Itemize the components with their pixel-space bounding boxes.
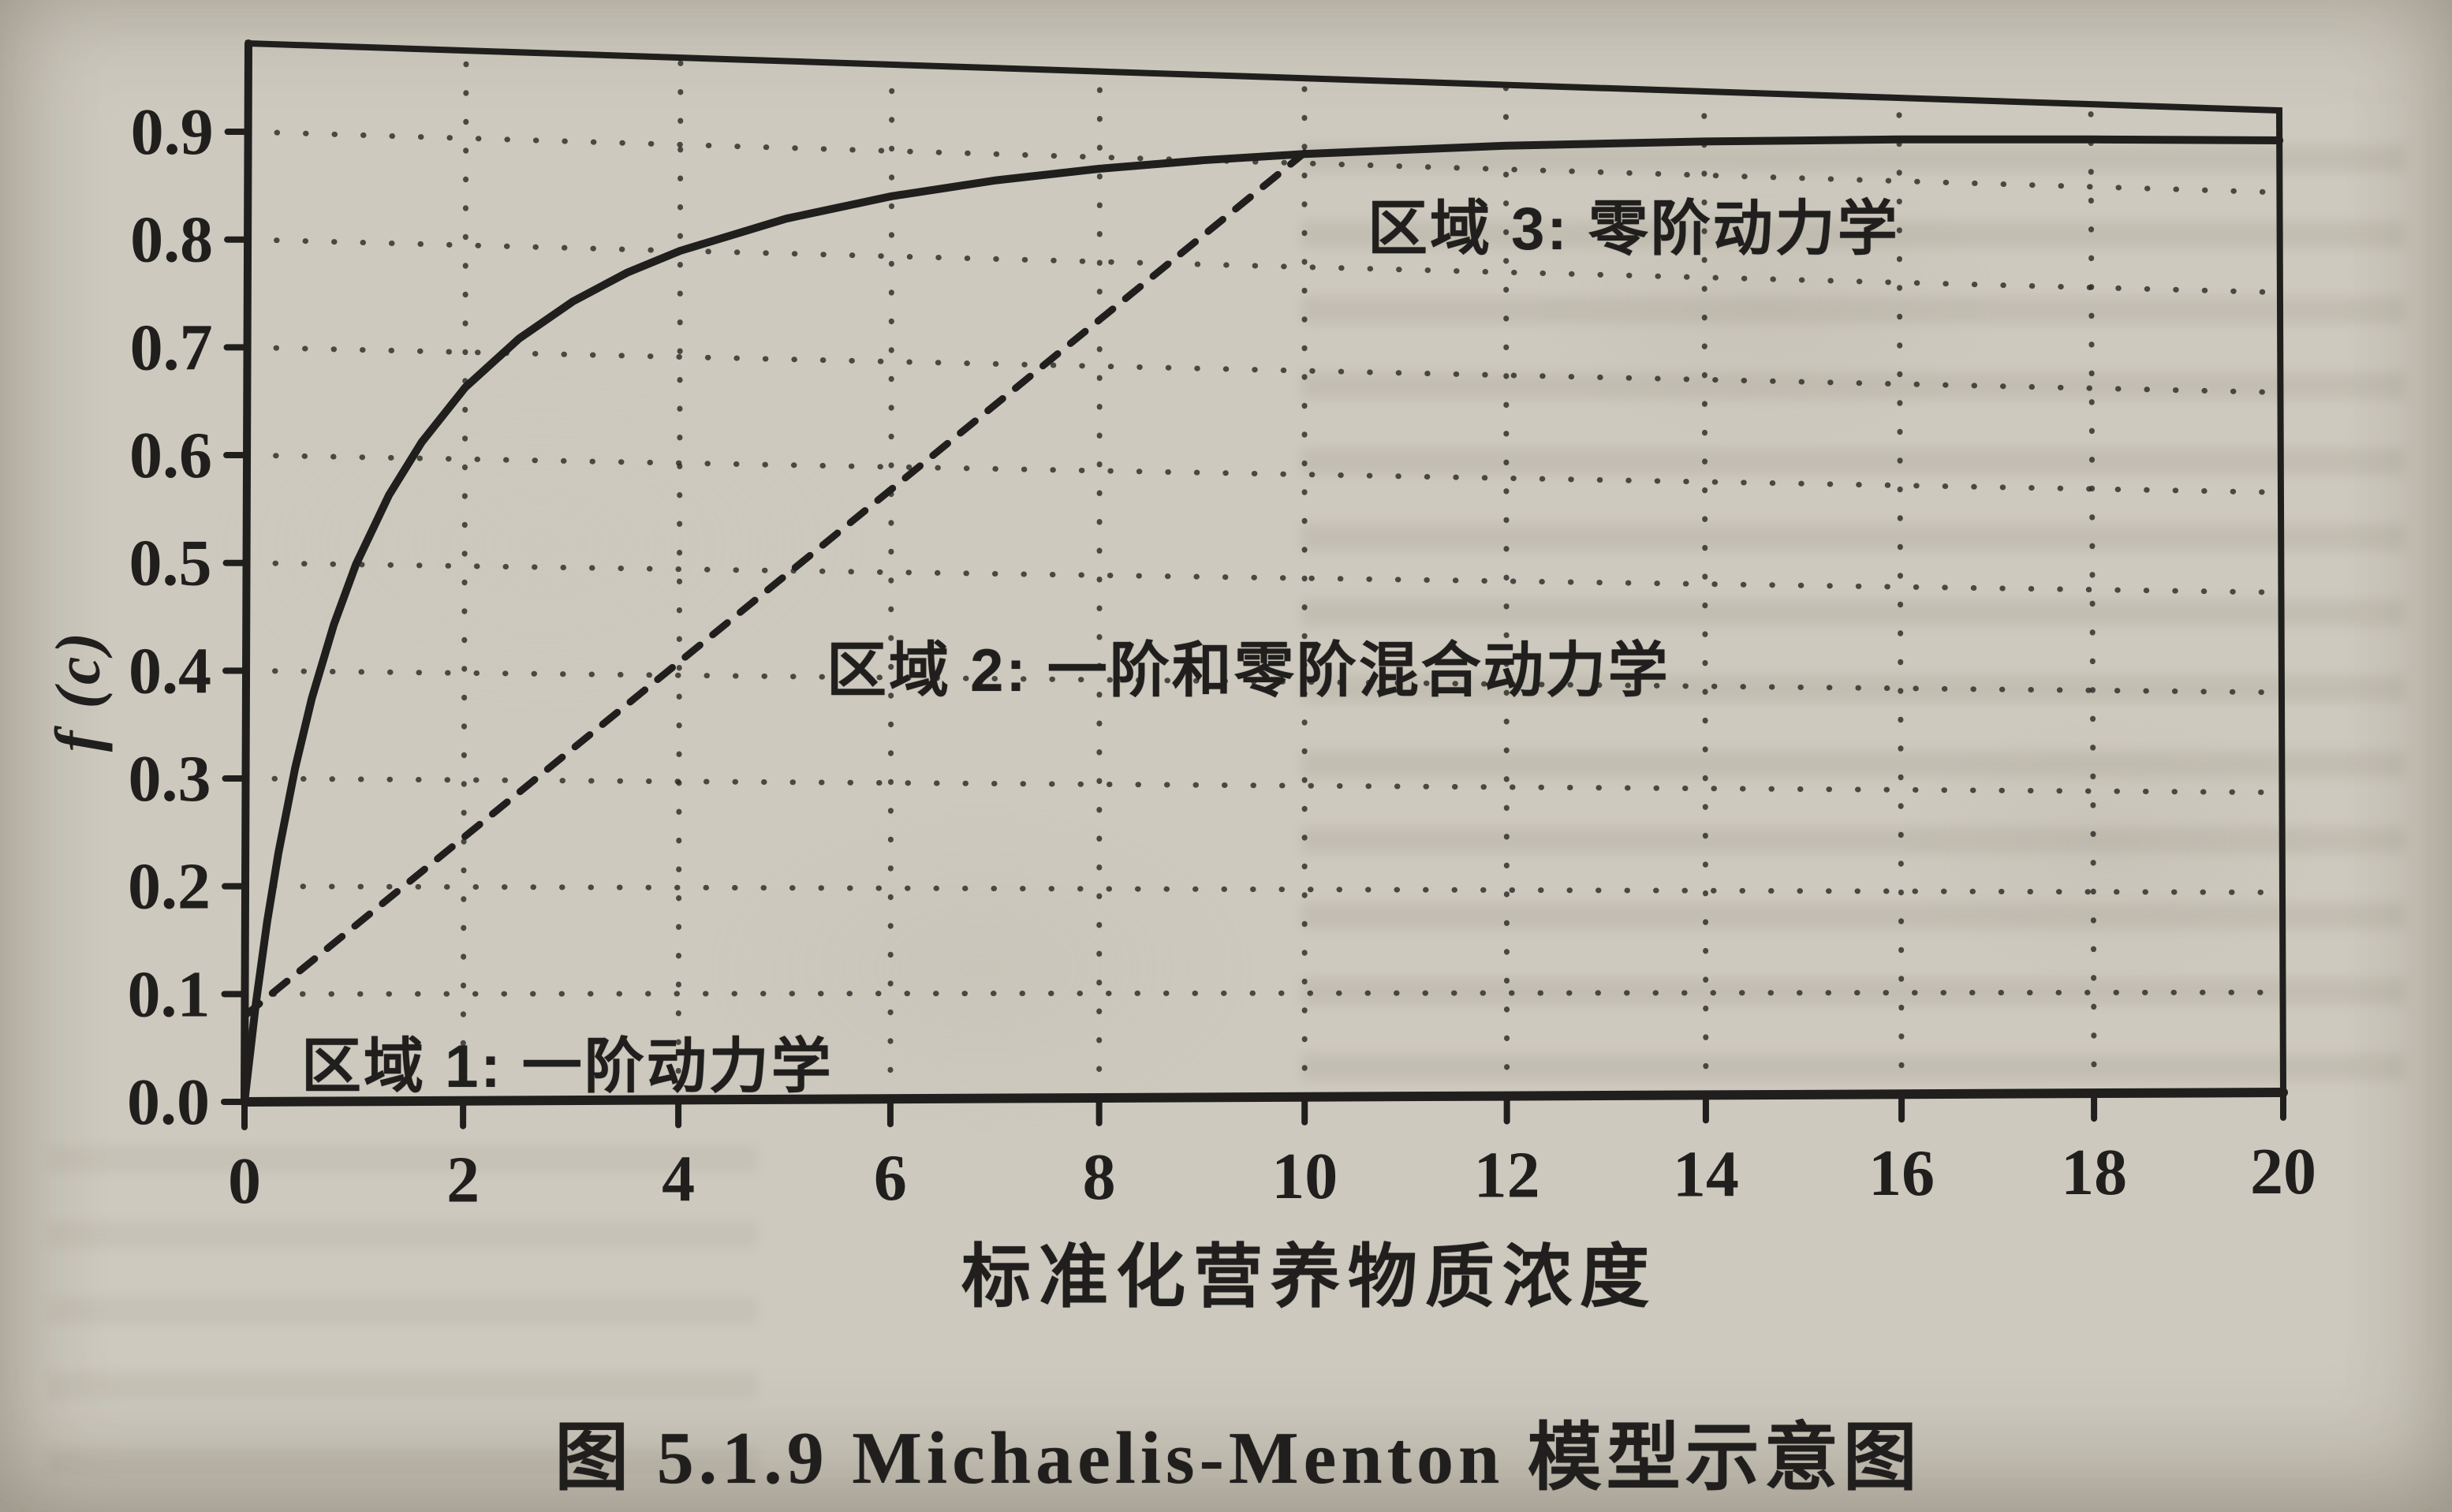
- svg-text:4: 4: [662, 1142, 695, 1215]
- svg-text:0.6: 0.6: [129, 419, 212, 492]
- svg-text:14: 14: [1673, 1137, 1739, 1211]
- svg-text:6: 6: [874, 1141, 907, 1215]
- svg-text:0.4: 0.4: [129, 634, 211, 707]
- tick-labels-x: 0 2 4 6 8 10 12 14 16 18 20: [228, 1135, 2316, 1218]
- figure-caption: 图 5.1.9 Michaelis-Menton 模型示意图: [554, 1417, 1922, 1499]
- y-axis-label: f (c): [43, 629, 114, 752]
- svg-text:0.0: 0.0: [127, 1066, 210, 1139]
- region-1-annotation: 区域 1: 一阶动力学: [301, 1033, 834, 1100]
- svg-text:10: 10: [1271, 1140, 1338, 1213]
- svg-text:0.5: 0.5: [129, 527, 212, 600]
- grid-vertical: [460, 47, 2097, 1104]
- region-3-annotation: 区域 3: 零阶动力学: [1368, 196, 1900, 263]
- series-mm-curve: [241, 135, 2284, 1106]
- region-2-annotation: 区域 2: 一阶和零阶混合动力学: [827, 637, 1670, 704]
- svg-text:0.3: 0.3: [129, 742, 211, 816]
- svg-text:0.2: 0.2: [128, 850, 211, 924]
- x-axis-title: 标准化营养物质浓度: [961, 1238, 1657, 1316]
- grid-horizontal: [242, 129, 2286, 997]
- plot-frame: [240, 39, 2288, 1107]
- svg-text:12: 12: [1474, 1139, 1540, 1212]
- svg-text:0: 0: [228, 1144, 261, 1218]
- axis-ticks-x: [241, 1089, 2286, 1130]
- svg-text:0.1: 0.1: [128, 958, 211, 1031]
- svg-text:16: 16: [1868, 1137, 1935, 1210]
- tick-labels-y: 0.0 0.1 0.2 0.3 0.4 0.5 0.6 0.7 0.8 0.9: [127, 95, 214, 1139]
- svg-text:18: 18: [2061, 1136, 2127, 1209]
- svg-text:0.8: 0.8: [130, 203, 213, 277]
- svg-text:8: 8: [1083, 1141, 1116, 1214]
- svg-text:0.9: 0.9: [131, 95, 214, 169]
- series-dashed-line: [241, 149, 1308, 1020]
- svg-text:20: 20: [2250, 1135, 2316, 1208]
- svg-text:2: 2: [446, 1144, 480, 1217]
- svg-text:0.7: 0.7: [130, 311, 213, 384]
